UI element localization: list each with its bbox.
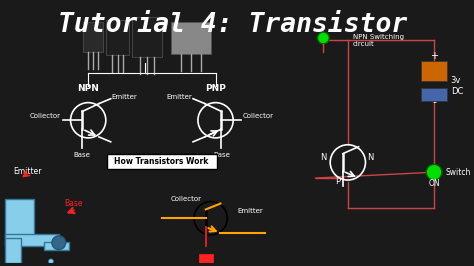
Text: Collector: Collector (243, 113, 274, 119)
Text: Base: Base (74, 152, 91, 159)
Text: -: - (432, 98, 436, 107)
Bar (172, 22, 210, 54)
Text: Emitter: Emitter (237, 208, 263, 214)
Circle shape (426, 164, 442, 180)
Text: Emitter: Emitter (112, 94, 137, 100)
Bar (5, 238, 20, 263)
Circle shape (48, 259, 54, 264)
Text: N: N (320, 153, 326, 163)
Text: Emitter: Emitter (166, 94, 192, 100)
Bar (421, 88, 447, 101)
Text: 3v
DC: 3v DC (451, 76, 463, 96)
Text: ON: ON (428, 179, 440, 188)
Bar (199, 253, 213, 263)
Text: P: P (336, 177, 341, 186)
Text: Emitter: Emitter (14, 167, 42, 176)
Bar (421, 61, 447, 81)
FancyBboxPatch shape (107, 153, 217, 169)
Text: +: + (430, 51, 438, 61)
Bar (83, 22, 103, 52)
Circle shape (318, 32, 329, 44)
Bar (132, 17, 162, 57)
Text: How Transistors Work: How Transistors Work (115, 157, 209, 166)
Text: NPN Switching
circuit: NPN Switching circuit (353, 34, 404, 47)
Bar (106, 20, 129, 55)
Text: Switch: Switch (446, 168, 471, 177)
Bar (44, 242, 69, 250)
Bar (5, 234, 59, 246)
Text: PNP: PNP (205, 84, 226, 93)
Text: NPN: NPN (77, 84, 99, 93)
Bar (5, 199, 34, 238)
Circle shape (52, 236, 65, 250)
Text: Collector: Collector (171, 196, 201, 202)
Text: Base: Base (64, 200, 83, 209)
Text: Base: Base (213, 152, 230, 159)
Text: N: N (367, 153, 374, 163)
Text: Tutorial 4: Transistor: Tutorial 4: Transistor (58, 13, 407, 39)
Text: Collector: Collector (30, 113, 61, 119)
